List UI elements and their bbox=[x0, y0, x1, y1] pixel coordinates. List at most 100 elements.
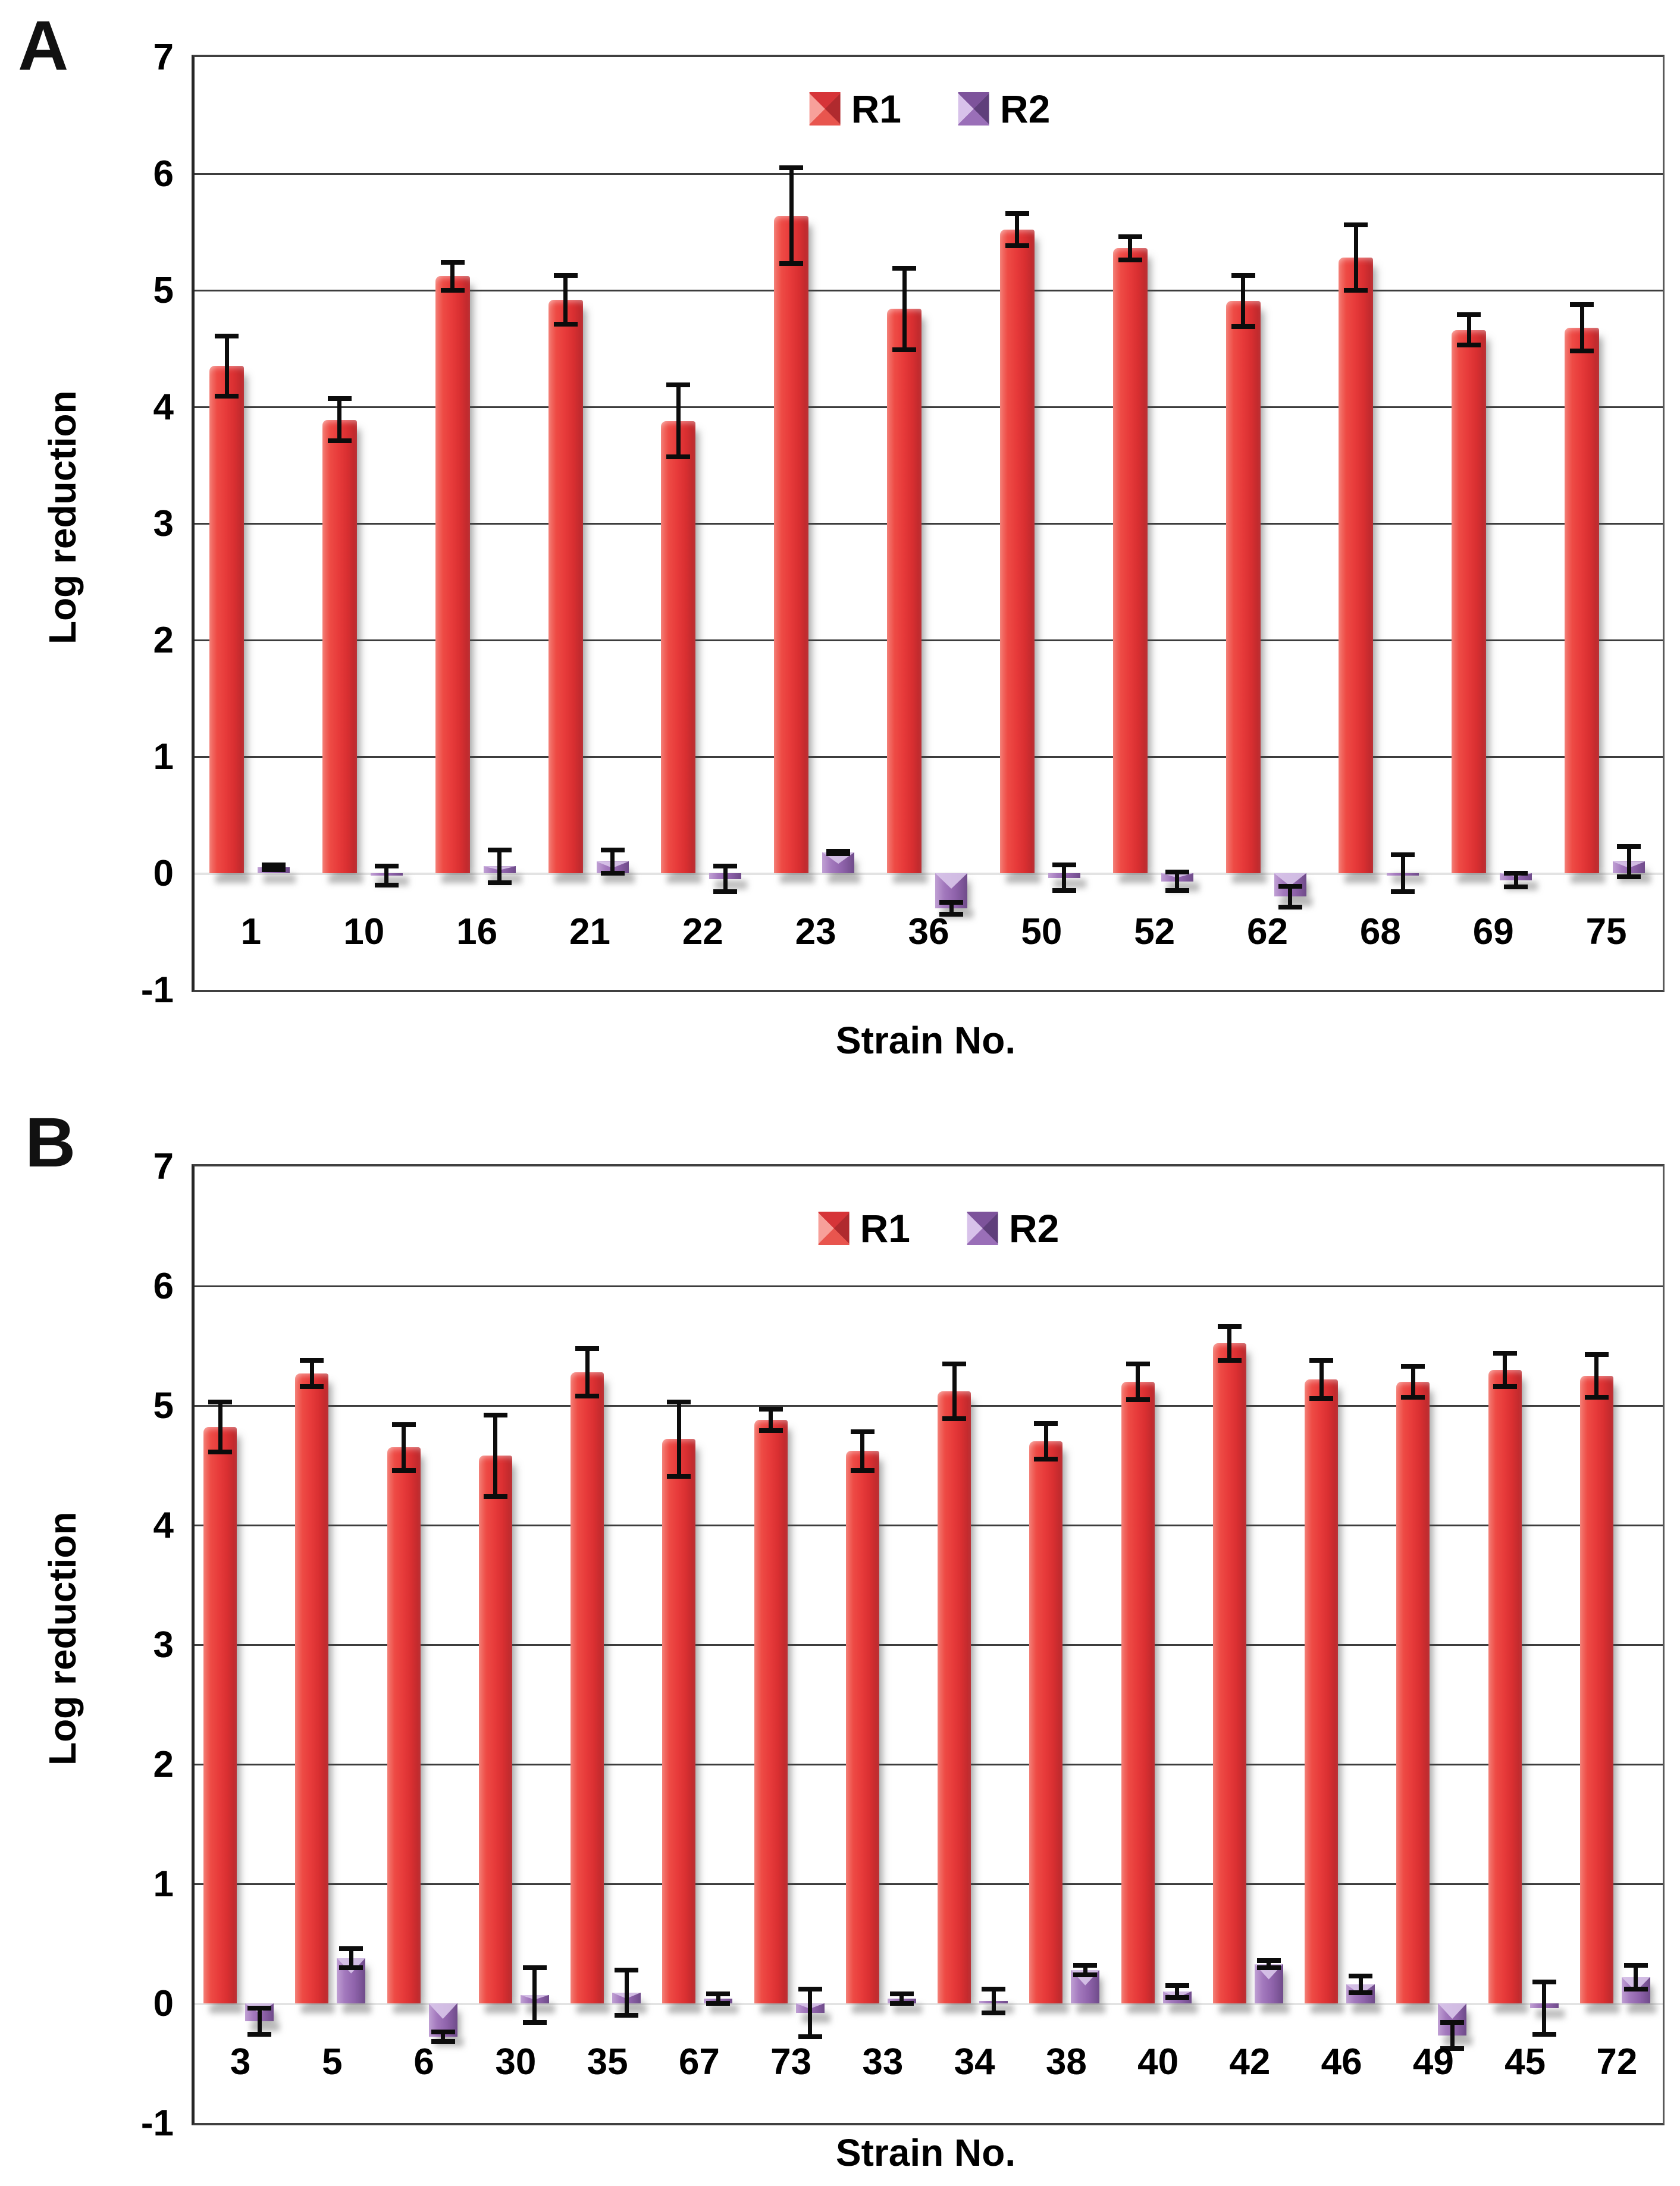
bar-b-strain-46-R1 bbox=[1305, 1379, 1338, 2003]
bar-a-strain-23-R1 bbox=[774, 215, 809, 873]
error-bar-b-strain-38-R2 bbox=[1073, 1962, 1098, 1977]
error-bar-cap-top bbox=[300, 1357, 324, 1363]
bar-b-strain-38-R1 bbox=[1029, 1441, 1063, 2003]
error-bar-b-strain-30-R2 bbox=[522, 1965, 547, 2025]
bar-shadow-b-38-R2 bbox=[1077, 2005, 1106, 2013]
bar-b-strain-35-R1 bbox=[571, 1372, 604, 2003]
bar-shadow-a-69-R1 bbox=[1458, 874, 1493, 883]
error-bar-cap-bottom bbox=[1278, 904, 1302, 909]
bar-shadow-a-50-R1 bbox=[1005, 874, 1040, 883]
error-bar-cap-top bbox=[1005, 211, 1029, 216]
error-bar-cap-top bbox=[889, 1991, 914, 1996]
x-category-label-a-1: 1 bbox=[240, 911, 262, 952]
error-bar-cap-bottom bbox=[667, 1473, 691, 1479]
x-category-label-a-10: 10 bbox=[343, 911, 385, 952]
error-bar-line bbox=[493, 1413, 498, 1499]
error-bar-a-strain-69-R2 bbox=[1504, 871, 1528, 890]
x-category-label-a-21: 21 bbox=[569, 911, 610, 952]
bar-shadow-a-52-R1 bbox=[1118, 874, 1154, 883]
y-tick-label-a--1: -1 bbox=[140, 970, 174, 1011]
bar-top-bevel bbox=[428, 2003, 457, 2019]
bar-shadow-a-68-R1 bbox=[1344, 874, 1380, 883]
x-category-label-a-62: 62 bbox=[1247, 911, 1289, 952]
error-bar-line bbox=[860, 1429, 865, 1473]
error-bar-cap-top bbox=[1217, 1324, 1242, 1329]
error-bar-b-strain-5-R2 bbox=[339, 1946, 363, 1970]
error-bar-b-strain-67-R1 bbox=[667, 1399, 691, 1479]
x-category-label-b-33: 33 bbox=[862, 2041, 904, 2082]
error-bar-b-strain-33-R1 bbox=[850, 1429, 875, 1473]
bar-b-strain-72-R1 bbox=[1579, 1375, 1613, 2003]
x-category-label-b-6: 6 bbox=[413, 2041, 434, 2082]
error-bar-cap-bottom bbox=[1401, 1394, 1425, 1400]
error-bar-line bbox=[532, 1965, 537, 2025]
error-bar-line bbox=[1043, 1421, 1048, 1462]
error-bar-cap-bottom bbox=[1118, 257, 1142, 262]
error-bar-cap-top bbox=[1344, 222, 1368, 228]
legend-a-r1-label: R1 bbox=[851, 87, 901, 131]
error-bar-cap-top bbox=[440, 260, 465, 265]
error-bar-a-strain-21-R1 bbox=[553, 272, 578, 327]
y-tick-label-b-6: 6 bbox=[153, 1266, 174, 1307]
error-bar-cap-top bbox=[262, 863, 286, 868]
error-bar-cap-bottom bbox=[440, 287, 465, 293]
error-bar-cap-bottom bbox=[982, 2011, 1005, 2016]
error-bar-b-strain-73-R1 bbox=[758, 1407, 783, 1434]
error-bar-cap-top bbox=[667, 1399, 691, 1404]
bar-shadow-a-22-R1 bbox=[667, 874, 702, 883]
gridline-b-6 bbox=[195, 1285, 1663, 1287]
error-bar-cap-top bbox=[247, 2006, 271, 2011]
r2-legend-swatch-icon bbox=[967, 1212, 998, 1245]
x-category-label-a-16: 16 bbox=[456, 911, 498, 952]
error-bar-line bbox=[1267, 1958, 1271, 1970]
y-tick-label-b-7: 7 bbox=[153, 1146, 174, 1187]
error-bar-a-strain-10-R2 bbox=[374, 864, 399, 887]
error-bar-line bbox=[1319, 1357, 1324, 1401]
error-bar-cap-top bbox=[487, 847, 512, 852]
error-bar-cap-top bbox=[1570, 302, 1594, 307]
x-category-label-a-52: 52 bbox=[1134, 911, 1176, 952]
error-bar-cap-bottom bbox=[1457, 343, 1481, 348]
error-bar-cap-bottom bbox=[1005, 243, 1029, 249]
error-bar-line bbox=[1128, 234, 1133, 262]
bar-shadow-b-3-R1 bbox=[209, 2005, 243, 2013]
error-bar-line bbox=[1579, 302, 1584, 353]
error-bar-cap-top bbox=[431, 2030, 455, 2035]
bar-a-strain-52-R1 bbox=[1112, 248, 1148, 873]
error-bar-a-strain-36-R1 bbox=[892, 265, 917, 352]
bar-a-strain-23-R2 bbox=[822, 852, 855, 873]
error-bar-cap-bottom bbox=[1126, 1397, 1150, 1402]
bar-b-strain-3-R1 bbox=[203, 1427, 237, 2003]
error-bar-a-strain-62-R2 bbox=[1278, 883, 1302, 909]
error-bar-cap-top bbox=[1034, 1421, 1058, 1426]
error-bar-b-strain-38-R1 bbox=[1034, 1421, 1058, 1462]
gridline-b-4 bbox=[195, 1524, 1663, 1526]
bar-shadow-b-33-R2 bbox=[893, 2005, 922, 2013]
error-bar-cap-bottom bbox=[1493, 1384, 1517, 1389]
error-bar-cap-top bbox=[339, 1946, 363, 1951]
error-bar-cap-bottom bbox=[1344, 287, 1368, 293]
error-bar-a-strain-23-R2 bbox=[826, 848, 851, 856]
x-axis-title-a: Strain No. bbox=[835, 1019, 1016, 1062]
error-bar-cap-top bbox=[215, 333, 239, 338]
error-bar-a-strain-16-R2 bbox=[487, 847, 512, 885]
gridline-a-2 bbox=[195, 639, 1663, 641]
error-bar-a-strain-36-R2 bbox=[939, 900, 964, 917]
error-bar-a-strain-52-R1 bbox=[1118, 234, 1142, 262]
error-bar-b-strain-5-R1 bbox=[300, 1357, 324, 1389]
error-bar-a-strain-69-R1 bbox=[1457, 312, 1481, 348]
bar-shadow-b-46-R2 bbox=[1352, 2005, 1381, 2013]
error-bar-line bbox=[1227, 1324, 1232, 1363]
error-bar-cap-top bbox=[850, 1429, 875, 1435]
error-bar-cap-bottom bbox=[1532, 2032, 1556, 2037]
r1-legend-swatch-icon bbox=[809, 92, 841, 126]
error-bar-line bbox=[1466, 312, 1471, 348]
bar-shadow-b-42-R2 bbox=[1260, 2005, 1289, 2013]
error-bar-a-strain-68-R2 bbox=[1391, 852, 1415, 895]
bar-a-strain-1-R1 bbox=[209, 366, 244, 873]
x-category-label-a-68: 68 bbox=[1359, 911, 1401, 952]
error-bar-cap-top bbox=[1493, 1350, 1517, 1356]
error-bar-cap-bottom bbox=[1052, 888, 1076, 893]
bar-a-strain-22-R1 bbox=[661, 421, 696, 873]
bar-b-strain-40-R1 bbox=[1121, 1381, 1155, 2003]
